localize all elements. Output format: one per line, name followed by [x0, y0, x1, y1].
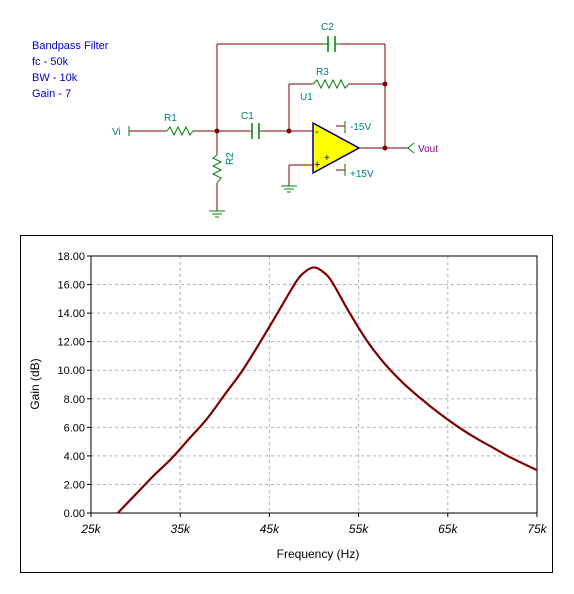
y-tick-label: 16.00 — [57, 280, 85, 292]
y-tick-label: 12.00 — [57, 337, 85, 349]
note-bandwidth: BW - 10k — [32, 72, 78, 84]
bandpass-filter-schematic: - + + R1 C1 C2 R3 U1 R2 Vi -15V +15V Vou… — [112, 22, 438, 218]
y-tick-label: 8.00 — [64, 394, 85, 406]
capacitor-c1 — [249, 123, 262, 139]
note-title: Bandpass Filter — [32, 40, 109, 52]
note-center-frequency: fc - 50k — [32, 56, 69, 68]
label-input-vi: Vi — [112, 127, 121, 138]
x-tick-label: 35k — [171, 522, 191, 536]
schematic-labels: R1 C1 C2 R3 U1 R2 Vi -15V +15V — [112, 22, 374, 180]
x-axis-label: Frequency (Hz) — [277, 547, 360, 561]
y-tick-label: 10.00 — [57, 365, 85, 377]
note-gain: Gain - 7 — [32, 88, 72, 100]
x-tick-label: 65k — [438, 522, 458, 536]
capacitor-c2 — [323, 36, 340, 52]
x-tick-label: 45k — [260, 522, 280, 536]
y-tick-label: 6.00 — [64, 422, 85, 434]
y-tick-label: 18.00 — [57, 251, 85, 263]
x-axis-ticks: 25k 35k 45k 55k 65k 75k — [80, 513, 548, 536]
resistor-r3 — [312, 78, 350, 90]
opamp-inverting-pin: - — [315, 126, 319, 138]
y-axis-label: Gain (dB) — [28, 358, 42, 409]
label-c2: C2 — [321, 22, 334, 33]
gain-vs-frequency-chart: 0.00 2.00 4.00 6.00 8.00 10.00 12.00 14.00 16.00… — [28, 251, 548, 561]
ground-symbol-opamp — [281, 185, 297, 193]
junction-dots — [214, 81, 388, 151]
y-tick-label: 2.00 — [64, 479, 85, 491]
chart-grid — [90, 255, 538, 514]
y-tick-label: 14.00 — [57, 308, 85, 320]
label-output-vout: Vout — [418, 144, 438, 155]
x-tick-label: 75k — [527, 522, 547, 536]
label-r2: R2 — [225, 152, 236, 165]
x-tick-label: 25k — [80, 522, 101, 536]
x-tick-label: 55k — [349, 522, 369, 536]
chart-frame: 0.00 2.00 4.00 6.00 8.00 10.00 12.00 14.00 16.00… — [20, 235, 553, 573]
label-r1: R1 — [164, 113, 177, 124]
gain-curve — [116, 266, 538, 514]
opamp-supply-pin: + — [324, 153, 330, 164]
label-supply-negative: -15V — [350, 122, 371, 133]
y-tick-label: 4.00 — [64, 451, 85, 463]
output-terminal — [402, 142, 415, 154]
plot-area-border — [90, 255, 538, 514]
resistor-r2 — [211, 154, 223, 184]
y-axis-ticks: 0.00 2.00 4.00 6.00 8.00 10.00 12.00 14.00 16.00… — [57, 251, 91, 520]
ground-symbol-r2 — [209, 210, 225, 218]
label-u1: U1 — [300, 92, 313, 103]
label-c1: C1 — [241, 111, 254, 122]
opamp-noninverting-pin: + — [314, 159, 320, 171]
label-r3: R3 — [316, 67, 329, 78]
resistor-r1 — [166, 125, 194, 137]
opamp-u1 — [312, 121, 361, 175]
label-supply-positive: +15V — [350, 169, 374, 180]
y-tick-label: 0.00 — [64, 508, 85, 520]
